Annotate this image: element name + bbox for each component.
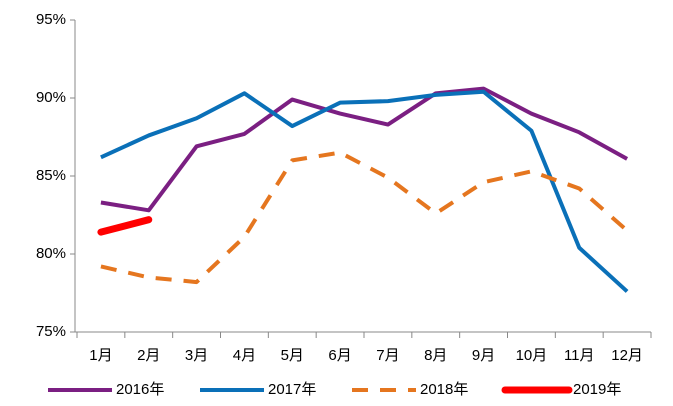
x-tick-label: 9月 xyxy=(472,347,495,364)
x-tick-label: 12月 xyxy=(611,347,643,364)
legend-label: 2018年 xyxy=(420,381,468,398)
x-tick-label: 7月 xyxy=(376,347,399,364)
y-tick-label: 85% xyxy=(36,167,66,184)
legend-label: 2016年 xyxy=(116,381,164,398)
x-tick-label: 3月 xyxy=(185,347,208,364)
series-line xyxy=(100,150,629,285)
x-tick-label: 10月 xyxy=(516,347,548,364)
y-tick-label: 90% xyxy=(36,89,66,106)
x-tick-label: 4月 xyxy=(233,347,256,364)
x-tick-label: 11月 xyxy=(564,347,595,364)
x-tick-label: 8月 xyxy=(424,347,447,364)
x-tick-label: 6月 xyxy=(328,347,351,364)
x-tick-label: 2月 xyxy=(137,347,160,364)
legend-label: 2017年 xyxy=(268,381,316,398)
series-line xyxy=(97,216,153,236)
x-tick-label: 1月 xyxy=(89,347,112,364)
y-tick-label: 75% xyxy=(36,323,66,340)
series-line xyxy=(100,86,629,213)
legend-label: 2019年 xyxy=(573,381,621,398)
x-tick-label: 5月 xyxy=(281,347,304,364)
y-tick-label: 80% xyxy=(36,245,66,262)
y-tick-label: 95% xyxy=(36,11,66,28)
series-line xyxy=(100,89,629,293)
